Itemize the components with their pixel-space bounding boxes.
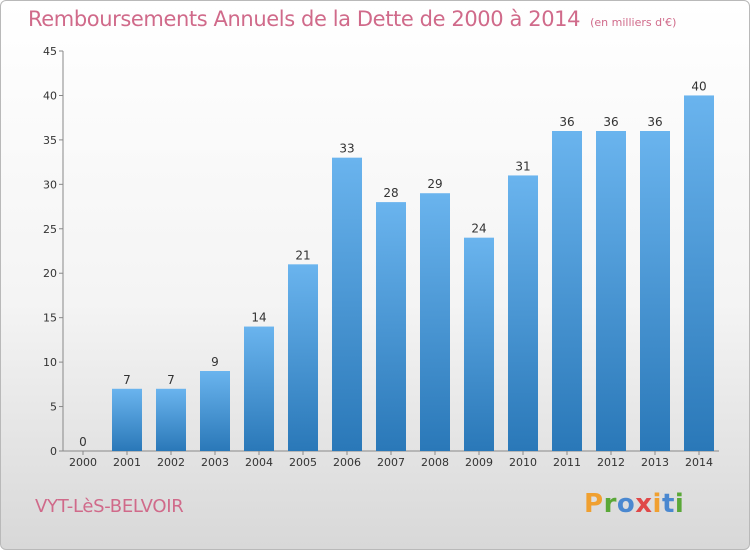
data-label-2008: 29 [427,177,442,191]
y-tick-label: 45 [43,45,57,58]
bar-2006 [332,157,362,451]
chart-title-block: Remboursements Annuels de la Dette de 20… [28,7,676,31]
y-tick-label: 35 [43,134,57,147]
x-tick-label-2014: 2014 [685,456,713,469]
data-label-2006: 33 [339,142,354,156]
chart-axes: 0 5 10 15 20 25 30 35 40 45 2000 2001 2002 2003 2004 20… [43,45,719,469]
chart-unit: (en milliers d'€) [590,16,677,29]
y-tick-label: 25 [43,223,57,236]
data-label-2010: 31 [515,159,530,173]
data-label-2000: 0 [79,435,87,449]
x-tick-label-2012: 2012 [597,456,625,469]
bar-2007 [376,202,406,451]
x-tick-label-2007: 2007 [377,456,405,469]
bar-2002 [156,388,186,451]
y-tick-label: 5 [50,401,57,414]
data-label-2002: 7 [167,373,175,387]
x-tick-label-2000: 2000 [69,456,97,469]
x-tick-label-2011: 2011 [553,456,581,469]
x-tick-label-2002: 2002 [157,456,185,469]
data-label-2011: 36 [559,115,574,129]
bar-2003 [200,371,230,451]
y-tick-label: 40 [43,89,57,102]
x-tick-label-2005: 2005 [289,456,317,469]
bar-2009 [464,237,494,451]
y-tick-label: 20 [43,267,57,280]
y-tick-label: 10 [43,356,57,369]
data-label-2007: 28 [383,186,398,200]
bar-2008 [420,193,450,451]
bar-2005 [288,264,318,451]
data-label-2001: 7 [123,373,131,387]
y-tick-label: 15 [43,312,57,325]
chart-title: Remboursements Annuels de la Dette de 20… [28,7,581,31]
x-tick-label-2008: 2008 [421,456,449,469]
y-tick-label: 0 [50,445,57,458]
chart-bars: 0 7 7 9 14 21 33 28 29 24 31 36 36 36 40 [79,79,714,451]
data-label-2013: 36 [647,115,662,129]
data-label-2014: 40 [691,79,706,93]
location-name: VYT-LèS-BELVOIR [35,496,184,517]
data-label-2003: 9 [211,355,219,369]
data-label-2009: 24 [471,222,486,236]
x-tick-label-2013: 2013 [641,456,669,469]
data-label-2005: 21 [295,248,310,262]
x-tick-label-2001: 2001 [113,456,141,469]
x-tick-label-2009: 2009 [465,456,493,469]
bar-2011 [552,131,582,451]
bar-2012 [596,131,626,451]
proxiti-logo: Proxiti [584,489,685,519]
y-tick-label: 30 [43,178,57,191]
bar-2014 [684,95,714,451]
x-tick-label-2010: 2010 [509,456,537,469]
x-tick-label-2006: 2006 [333,456,361,469]
data-label-2004: 14 [251,311,266,325]
x-tick-label-2004: 2004 [245,456,273,469]
bar-2001 [112,388,142,451]
bar-2013 [640,131,670,451]
bar-2010 [508,175,538,451]
data-label-2012: 36 [603,115,618,129]
x-tick-label-2003: 2003 [201,456,229,469]
bar-2004 [244,326,274,451]
